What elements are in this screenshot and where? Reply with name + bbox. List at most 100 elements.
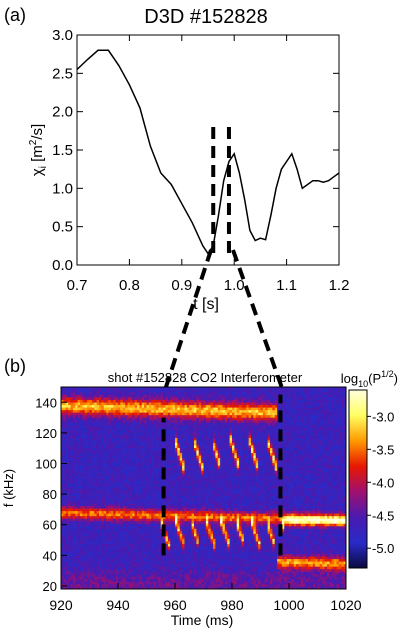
spectrogram-cell (127, 515, 131, 519)
spectrogram-cell (160, 480, 164, 484)
spectrogram-cell (198, 493, 202, 496)
spectrogram-cell (151, 429, 155, 433)
spectrogram-cell (141, 523, 145, 527)
spectrogram-cell (72, 429, 76, 433)
spectrogram-cell (120, 427, 124, 431)
spectrogram-cell (184, 417, 188, 421)
spectrogram-cell (63, 561, 67, 565)
spectrogram-cell (196, 571, 200, 575)
spectrogram-cell (125, 568, 128, 572)
spectrogram-cell (182, 462, 185, 466)
spectrogram-cell (172, 389, 176, 393)
spectrogram-cell (75, 399, 79, 403)
spectrogram-cell (203, 427, 207, 431)
spectrogram-cell (139, 495, 143, 499)
spectrogram-cell (72, 470, 76, 474)
spectrogram-cell (203, 573, 207, 577)
spectrogram-cell (106, 535, 109, 539)
spectrogram-cell (101, 566, 105, 570)
spectrogram-cell (196, 452, 200, 456)
spectrogram-cell (125, 508, 128, 512)
spectrogram-cell (108, 566, 112, 570)
spectrogram-cell (89, 419, 93, 423)
spectrogram-cell (120, 578, 124, 582)
spectrogram-cell (122, 515, 126, 519)
spectrogram-cell (137, 500, 140, 504)
spectrogram-cell (165, 541, 169, 544)
spectrogram-cell (153, 440, 157, 443)
spectrogram-cell (139, 429, 143, 433)
spectrogram-cell (201, 515, 204, 519)
spectrogram-cell (205, 581, 209, 585)
spectrogram-cell (96, 490, 100, 494)
spectrogram-cell (75, 515, 79, 519)
spectrogram-cell (122, 432, 126, 436)
spectrogram-cell (201, 457, 204, 461)
spectrogram-cell (75, 578, 79, 582)
spectrogram-cell (75, 571, 79, 575)
spectrogram-cell (141, 525, 145, 529)
spectrogram-cell (94, 543, 98, 547)
spectrogram-cell (134, 432, 138, 436)
spectrogram-cell (184, 490, 188, 494)
spectrogram-cell (65, 440, 69, 443)
spectrogram-cell (61, 409, 64, 413)
spectrogram-cell (167, 397, 171, 401)
spectrogram-cell (167, 394, 171, 398)
spectrogram-cell (68, 551, 71, 555)
spectrogram-cell (103, 573, 107, 577)
spectrogram-cell (139, 563, 143, 567)
spectrogram-cell (110, 482, 114, 486)
spectrogram-cell (196, 389, 200, 393)
spectrogram-cell (198, 508, 202, 512)
spectrogram-cell (103, 546, 107, 549)
spectrogram-cell (144, 422, 147, 426)
spectrogram-cell (70, 434, 74, 438)
spectrogram-cell (89, 460, 93, 464)
spectrogram-cell (108, 482, 112, 486)
spectrogram-cell (82, 457, 86, 461)
spectrogram-cell (139, 508, 143, 512)
spectrogram-cell (172, 543, 176, 547)
spectrogram-cell (70, 498, 74, 502)
spectrogram-cell (144, 457, 147, 461)
spectrogram-cell (153, 445, 157, 448)
spectrogram-cell (68, 508, 71, 512)
spectrogram-cell (132, 523, 136, 527)
spectrogram-cell (179, 414, 183, 418)
spectrogram-cell (127, 541, 131, 544)
spectrogram-cell (184, 505, 188, 509)
spectrogram-cell (84, 490, 88, 494)
spectrogram-cell (189, 424, 193, 428)
spectrogram-cell (99, 465, 102, 469)
spectrogram-cell (153, 457, 157, 461)
spectrogram-cell (177, 480, 181, 484)
spectrogram-cell (148, 457, 152, 461)
spectrogram-cell (175, 520, 178, 524)
spectrogram-cell (179, 407, 183, 411)
spectrogram-cell (167, 457, 171, 461)
spectrogram-cell (134, 447, 138, 451)
spectrogram-cell (194, 520, 197, 524)
spectrogram-cell (101, 520, 105, 524)
spectrogram-cell (122, 429, 126, 433)
spectrogram-cell (120, 404, 124, 408)
spectrogram-cell (132, 551, 136, 555)
spectrogram-cell (139, 533, 143, 537)
spectrogram-cell (137, 510, 140, 514)
spectrogram-cell (132, 434, 136, 438)
spectrogram-cell (191, 467, 195, 471)
spectrogram-cell (72, 576, 76, 580)
spectrogram-cell (84, 472, 88, 476)
spectrogram-cell (99, 500, 102, 504)
spectrogram-cell (118, 389, 121, 393)
spectrogram-cell (103, 498, 107, 502)
spectrogram-cell (110, 460, 114, 464)
spectrogram-cell (82, 571, 86, 575)
spectrogram-cell (189, 419, 193, 423)
spectrogram-cell (84, 498, 88, 502)
spectrogram-cell (158, 561, 162, 565)
spectrogram-cell (125, 422, 128, 426)
spectrogram-cell (77, 508, 81, 512)
spectrogram-cell (196, 546, 200, 549)
